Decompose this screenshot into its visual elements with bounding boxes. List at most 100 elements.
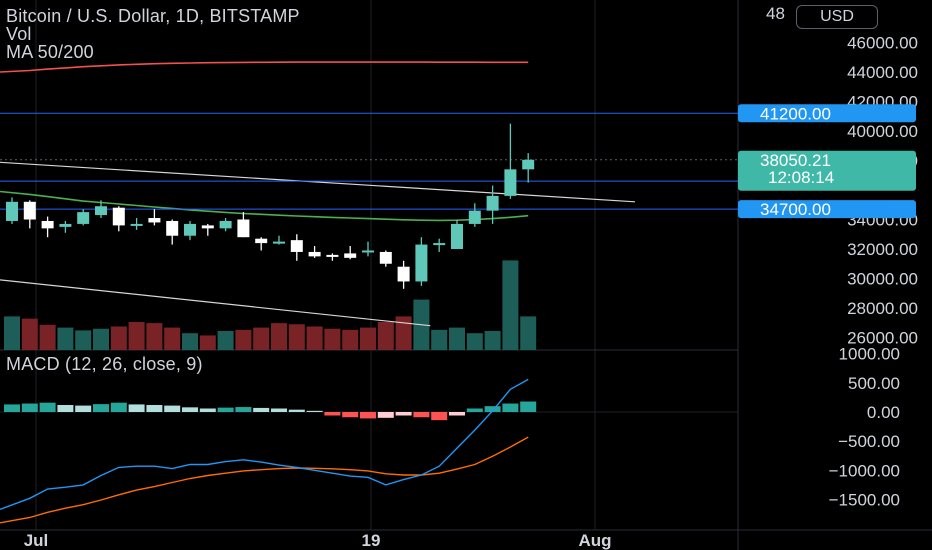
volume-bar: [93, 328, 109, 350]
volume-bar: [235, 329, 252, 350]
macd-tick-label: 1000.00: [839, 345, 900, 364]
candle-body[interactable]: [59, 223, 72, 227]
moving-averages: [0, 61, 529, 222]
macd-histogram-bar: [520, 401, 537, 412]
macd-histogram-bar: [199, 408, 216, 412]
macd-histogram-bar: [502, 403, 519, 412]
macd-histogram-bar: [360, 412, 376, 419]
candle-body[interactable]: [273, 241, 285, 244]
macd-histogram-bar: [235, 407, 252, 412]
candle-body[interactable]: [201, 225, 214, 229]
volume-bar: [271, 323, 287, 350]
candle-body[interactable]: [255, 238, 268, 244]
macd-histogram-bar: [146, 405, 163, 412]
ma200-line: [0, 61, 529, 73]
candles: [6, 123, 535, 289]
macd-tick-label: −1000.00: [829, 461, 900, 480]
volume-bar: [484, 330, 501, 350]
macd-tick-label: −1500.00: [829, 490, 900, 509]
volume-bar: [39, 324, 56, 350]
price-tick-label: 32000.00: [847, 240, 918, 259]
candle-body[interactable]: [219, 220, 232, 229]
candle-body[interactable]: [397, 266, 410, 282]
macd-histogram-bar: [253, 407, 270, 412]
macd-histogram-bar: [395, 412, 412, 416]
candle-body[interactable]: [379, 251, 392, 264]
macd-axis: 1000.00 500.00 0.00 −500.00 −1000.00 −1500.00: [829, 345, 900, 510]
candle-body[interactable]: [326, 254, 339, 257]
macd-histogram-bar: [306, 410, 323, 412]
macd-histogram-bar: [164, 405, 181, 412]
macd-line: [0, 378, 529, 511]
ma-legend: MA 50/200: [6, 42, 94, 62]
macd-histogram-bar: [377, 412, 394, 418]
macd-histogram-bar: [57, 405, 74, 412]
currency-button[interactable]: USD: [796, 5, 878, 29]
candle-body[interactable]: [41, 220, 54, 229]
macd-histogram-bar: [75, 405, 92, 412]
candle-body[interactable]: [130, 223, 143, 226]
price-tick-label: 28000.00: [847, 299, 918, 318]
price-tick-label: 48: [766, 4, 785, 23]
last-price-tag: [738, 150, 916, 191]
candle-body[interactable]: [112, 207, 125, 226]
time-tick-label: Jul: [24, 531, 49, 550]
trendline[interactable]: [0, 161, 636, 203]
candle-body[interactable]: [23, 201, 36, 220]
candle-body[interactable]: [308, 251, 321, 257]
volume-bar: [520, 316, 537, 350]
price-tag-label: 41200.00: [760, 104, 831, 123]
macd-tick-label: −500.00: [838, 432, 900, 451]
volume-bar: [128, 322, 145, 350]
candle-body[interactable]: [522, 159, 535, 170]
volume-bar: [431, 329, 448, 350]
candle-body[interactable]: [148, 218, 161, 223]
candle-body[interactable]: [95, 206, 107, 216]
candle-body[interactable]: [486, 195, 499, 211]
volume-bar: [253, 327, 270, 350]
candle-body[interactable]: [237, 219, 250, 238]
candle-body[interactable]: [166, 220, 179, 236]
volume-bar: [306, 326, 323, 350]
time-axis: Jul 19 Aug: [24, 531, 612, 550]
ma50-line: [0, 190, 529, 222]
candle-body[interactable]: [184, 223, 196, 236]
price-tick-label: 26000.00: [847, 329, 918, 348]
volume-bar: [110, 326, 127, 350]
candle-body[interactable]: [344, 253, 357, 258]
trendline[interactable]: [0, 279, 431, 327]
volume-bars: [4, 260, 537, 350]
macd-histogram-bar: [449, 412, 465, 416]
volume-bar: [377, 322, 394, 350]
candle-body[interactable]: [468, 210, 481, 224]
volume-bar: [360, 327, 376, 350]
horizontal-levels: [0, 112, 738, 210]
candle-body[interactable]: [504, 169, 517, 196]
macd-histogram-bar: [128, 404, 145, 412]
macd-histogram-bar: [217, 407, 234, 412]
price-tick-label: 46000.00: [847, 34, 918, 53]
candle-body[interactable]: [362, 250, 374, 253]
price-tick-label: 30000.00: [847, 270, 918, 289]
candle-body[interactable]: [77, 212, 90, 224]
countdown-label: 12:08:14: [768, 168, 834, 187]
macd-histogram-bar: [93, 404, 109, 412]
volume-bar: [57, 327, 74, 350]
macd-legend: MACD (12, 26, close, 9): [6, 354, 203, 374]
volume-bar: [75, 330, 92, 350]
candle-body[interactable]: [290, 240, 303, 252]
macd-histogram-bar: [21, 403, 38, 412]
volume-bar: [466, 333, 483, 350]
volume-bar: [449, 327, 465, 350]
candle-body[interactable]: [451, 223, 463, 249]
candle-body[interactable]: [6, 201, 18, 221]
price-tag[interactable]: [738, 104, 916, 123]
volume-bar: [502, 260, 519, 350]
candle-body[interactable]: [415, 244, 428, 282]
candle-body[interactable]: [433, 243, 446, 246]
macd-tick-label: 500.00: [848, 374, 900, 393]
price-tag[interactable]: [738, 200, 916, 219]
